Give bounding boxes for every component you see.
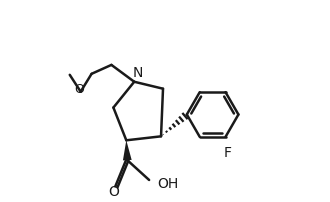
Text: O: O	[108, 185, 119, 199]
Text: O: O	[75, 83, 84, 96]
Text: N: N	[133, 66, 144, 80]
Text: OH: OH	[157, 177, 178, 190]
Polygon shape	[123, 140, 132, 160]
Text: F: F	[223, 146, 232, 160]
